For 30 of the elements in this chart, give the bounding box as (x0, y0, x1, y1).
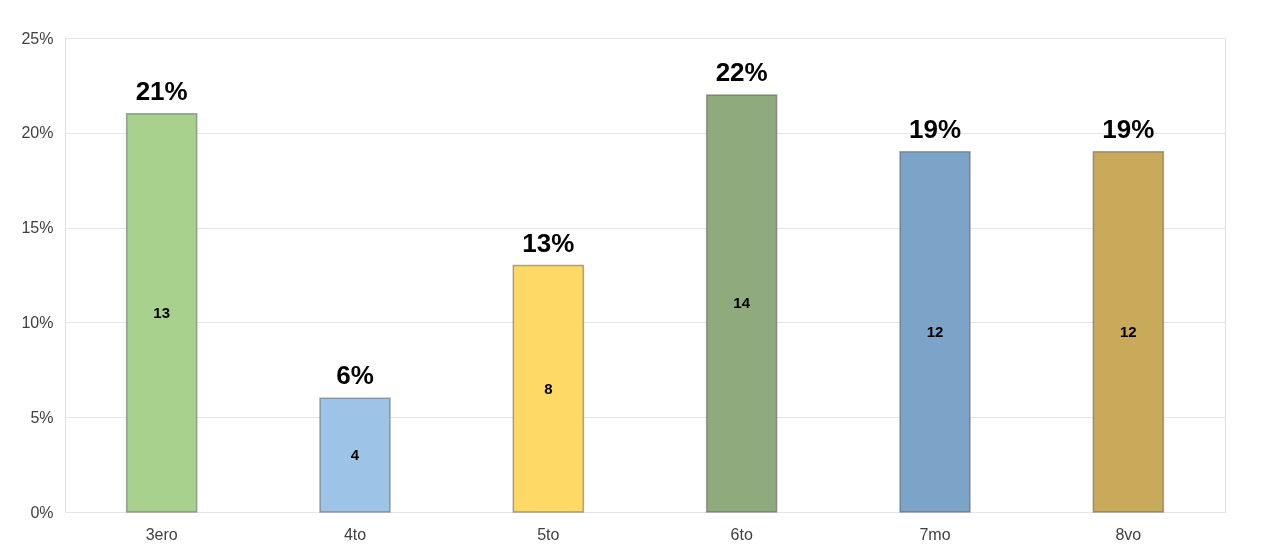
bar (512, 264, 585, 513)
annotation: 14 (733, 294, 751, 312)
x-tick-label: 6to (730, 525, 753, 543)
annotation: 4 (350, 446, 360, 464)
data-label: 6% (336, 360, 374, 391)
data-label: 19% (908, 113, 962, 144)
annotation: 12 (1119, 322, 1137, 340)
x-tick-label: 5to (537, 525, 560, 543)
y-tick-label: 20% (21, 124, 54, 142)
y-tick-label: 15% (21, 219, 54, 237)
data-label: 22% (715, 56, 768, 87)
bar (899, 151, 971, 513)
y-tick-label: 0% (30, 503, 54, 521)
annotation: 13 (153, 303, 171, 321)
bar (125, 113, 198, 513)
bar (1092, 151, 1165, 513)
x-tick-label: 7mo (919, 525, 951, 543)
y-tick-label: 10% (21, 313, 54, 331)
x-tick-label: 3ero (145, 525, 178, 543)
bar (319, 397, 391, 513)
x-tick-label: 8vo (1115, 525, 1142, 543)
y-tick-label: 25% (21, 29, 54, 47)
annotation: 12 (926, 322, 944, 340)
annotation: 8 (544, 379, 553, 397)
data-label: 13% (522, 227, 575, 258)
data-label: 19% (1102, 113, 1155, 144)
data-label: 21% (135, 75, 188, 106)
bar (705, 94, 778, 513)
y-tick-label: 5% (30, 408, 54, 426)
x-tick-label: 4to (343, 525, 367, 543)
